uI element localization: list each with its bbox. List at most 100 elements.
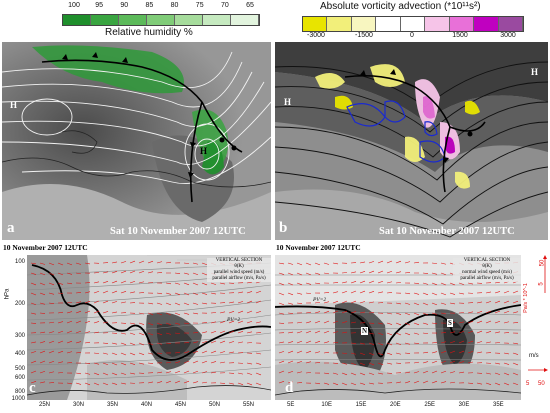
- wind-arrow: [512, 352, 519, 355]
- wind-arrow: [503, 382, 510, 386]
- wind-arrow: [165, 380, 172, 384]
- wind-arrow: [413, 292, 420, 295]
- panel-d-right-axis-label: Pa/s * 10^-1: [522, 283, 529, 313]
- wind-arrow: [278, 302, 285, 306]
- wind-arrow: [458, 350, 465, 354]
- panel-d-legend-line-2: normal wind speed (m/s): [462, 270, 512, 275]
- wind-arrow: [84, 262, 91, 265]
- wind-arrow: [102, 311, 109, 314]
- wind-arrow: [323, 262, 330, 265]
- wind-arrow: [237, 310, 244, 314]
- wind-arrow: [111, 311, 118, 314]
- wind-arrow: [219, 361, 226, 364]
- wind-arrow: [57, 372, 64, 374]
- wind-arrow: [422, 351, 429, 354]
- wind-arrow: [422, 312, 429, 316]
- panel-d-x-tick: 20E: [390, 402, 401, 408]
- wind-arrow: [476, 382, 483, 385]
- panel-b-low-marker: H: [284, 97, 292, 107]
- wind-arrow: [449, 371, 456, 374]
- panel-d-vortex-n: N: [361, 327, 369, 335]
- panel-c-x-tick: 30N: [73, 402, 85, 408]
- wind-arrow: [485, 382, 492, 385]
- wind-arrow: [323, 330, 330, 334]
- wind-arrow: [332, 282, 339, 284]
- wind-arrow: [201, 272, 208, 276]
- wind-arrow: [350, 372, 357, 376]
- wind-arrow: [192, 302, 199, 305]
- wind-arrow: [287, 360, 294, 364]
- wind-arrow: [111, 362, 118, 366]
- panel-d-legend: VERTICAL SECTION θ(K) normal wind speed …: [453, 258, 521, 282]
- av-colorbar-swatch: [376, 17, 401, 31]
- wind-arrow: [57, 361, 64, 364]
- panel-c-legend-title: VERTICAL SECTION: [215, 258, 263, 263]
- wind-arrow: [305, 350, 312, 354]
- wind-arrow: [368, 352, 375, 356]
- wind-arrow: [111, 290, 118, 294]
- wind-arrow: [102, 382, 109, 386]
- wind-arrow: [404, 352, 411, 354]
- wind-arrow: [422, 272, 429, 274]
- wind-arrow: [255, 300, 262, 304]
- wind-arrow: [287, 312, 294, 314]
- wind-arrow: [201, 292, 208, 295]
- wind-arrow: [111, 372, 118, 376]
- wind-arrow: [93, 321, 100, 324]
- wind-arrow: [404, 322, 411, 326]
- wind-arrow: [183, 312, 190, 315]
- wind-arrow: [228, 341, 235, 344]
- wind-arrow: [255, 332, 262, 334]
- wind-arrow: [287, 282, 294, 286]
- wind-arrow: [93, 382, 100, 386]
- wind-arrow: [201, 262, 208, 266]
- wind-arrow: [449, 331, 456, 334]
- wind-arrow: [377, 362, 384, 365]
- wind-arrow: [138, 332, 145, 336]
- wind-arrow: [192, 341, 199, 344]
- wind-arrow: [210, 350, 217, 354]
- wind-arrow: [494, 310, 501, 314]
- wind-arrow: [350, 382, 357, 386]
- panel-a-map-graphic: [2, 42, 271, 240]
- wind-arrow: [323, 320, 330, 324]
- wind-arrow: [246, 310, 253, 314]
- av-colorbar-tick: -1500: [355, 32, 373, 39]
- wind-arrow: [386, 362, 393, 365]
- wind-arrow: [66, 311, 73, 314]
- rh-colorbar-tick: 80: [170, 2, 179, 9]
- wind-arrow: [48, 371, 55, 374]
- wind-arrow: [458, 361, 465, 364]
- wind-arrow: [165, 361, 172, 364]
- wind-arrow: [219, 311, 226, 314]
- wind-arrow: [102, 271, 109, 274]
- wind-arrow: [174, 312, 181, 316]
- wind-arrow: [350, 281, 357, 284]
- wind-arrow: [255, 352, 262, 355]
- wind-arrow: [368, 362, 375, 366]
- wind-arrow: [102, 290, 109, 294]
- wind-arrow: [368, 291, 375, 294]
- rh-colorbar-swatch: [231, 15, 259, 25]
- wind-arrow: [183, 351, 190, 354]
- wind-arrow: [210, 312, 217, 314]
- rh-colorbar-tick: 95: [95, 2, 104, 9]
- wind-arrow: [75, 341, 82, 344]
- panel-d-legend-line-1: θ(K): [482, 264, 492, 269]
- wind-arrow: [368, 261, 375, 264]
- wind-arrow: [494, 362, 501, 365]
- wind-arrow: [138, 312, 145, 315]
- wind-arrow: [350, 290, 357, 294]
- wind-arrow: [138, 281, 145, 284]
- wind-arrow: [287, 350, 294, 354]
- wind-arrow: [129, 260, 136, 264]
- panel-c-legend-line-3: parallel airflow (m/s, Pa/s): [212, 276, 266, 281]
- wind-arrow: [395, 352, 402, 355]
- wind-arrow: [503, 352, 510, 355]
- wind-arrow: [323, 382, 330, 385]
- wind-arrow: [30, 272, 37, 275]
- rh-colorbar-swatch: [119, 15, 147, 25]
- wind-arrow: [440, 360, 447, 364]
- wind-arrow: [287, 262, 294, 265]
- wind-arrow: [404, 342, 411, 345]
